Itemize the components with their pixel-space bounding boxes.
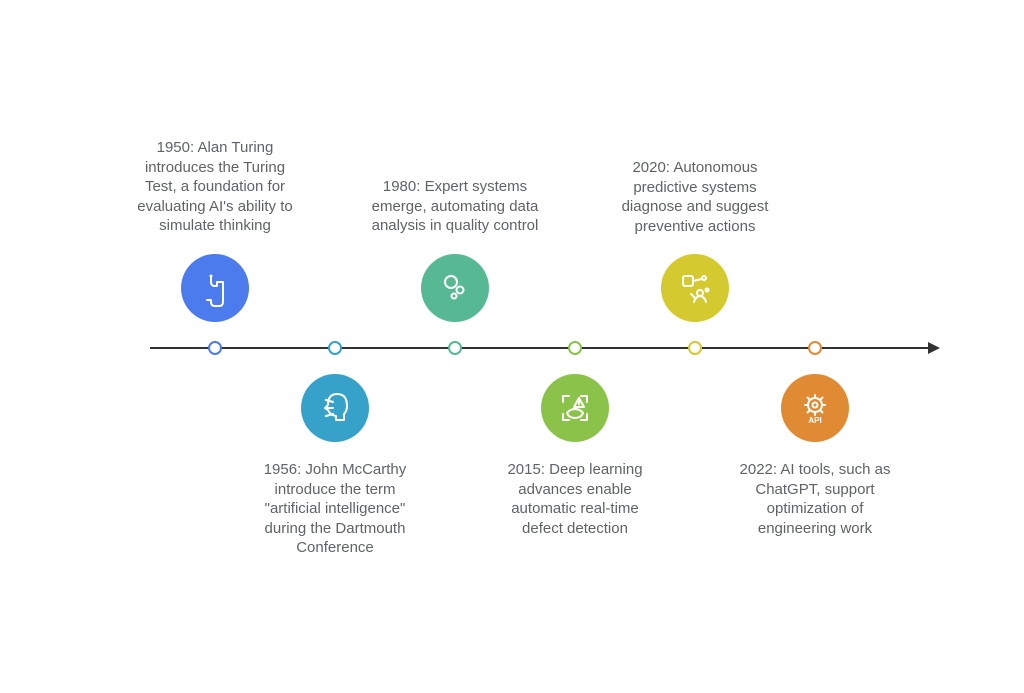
timeline-item-label: 1956: John McCarthy introduce the term "…	[250, 460, 420, 558]
timeline-dot	[808, 341, 822, 355]
timeline-dot	[688, 341, 702, 355]
turing-icon	[181, 254, 249, 322]
timeline-arrowhead	[928, 342, 940, 354]
defect-icon	[541, 374, 609, 442]
timeline-item-label: 2022: AI tools, such as ChatGPT, support…	[730, 460, 900, 538]
timeline-dot	[568, 341, 582, 355]
api-gear-icon: API	[781, 374, 849, 442]
svg-text:API: API	[808, 416, 821, 425]
bubbles-icon	[421, 254, 489, 322]
timeline-item-label: 2020: Autonomous predictive systems diag…	[610, 158, 780, 236]
timeline-dot	[208, 341, 222, 355]
timeline-canvas: 1950: Alan Turing introduces the Turing …	[0, 0, 1024, 693]
timeline-dot	[448, 341, 462, 355]
timeline-item-label: 1950: Alan Turing introduces the Turing …	[130, 138, 300, 236]
timeline-dot	[328, 341, 342, 355]
ai-head-icon	[301, 374, 369, 442]
predict-icon	[661, 254, 729, 322]
timeline-item-label: 1980: Expert systems emerge, automating …	[370, 177, 540, 236]
timeline-item-label: 2015: Deep learning advances enable auto…	[490, 460, 660, 538]
